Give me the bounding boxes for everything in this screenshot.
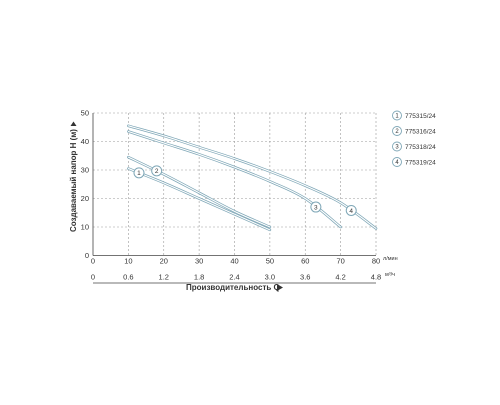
legend-marker <box>392 110 402 121</box>
secondary-tick-label: 0 <box>91 273 95 282</box>
series-line-core-3 <box>127 130 342 228</box>
x-tick-label: 20 <box>160 257 168 266</box>
series <box>127 124 378 232</box>
x-tick-label: 50 <box>266 257 274 266</box>
series-marker-circle <box>151 165 163 177</box>
secondary-tick-label: 3.0 <box>265 273 275 282</box>
legend-item: 4 775319/24 <box>392 157 436 167</box>
legend-label: 775318/24 <box>405 144 436 151</box>
legend-label: 775316/24 <box>405 128 436 135</box>
y-tick-labels: 0 10 20 30 40 50 <box>81 109 89 261</box>
secondary-tick-label: 4.2 <box>335 273 345 282</box>
legend-marker-label: 1 <box>395 114 399 120</box>
x-tick-label: 10 <box>124 257 132 266</box>
series-marker-label: 1 <box>137 170 141 177</box>
secondary-tick-labels: 0 0.6 1.2 1.8 2.4 3.0 3.6 4.2 4.8 <box>91 273 381 282</box>
series-marker-4: 4 <box>345 204 357 216</box>
x-unit-secondary: м³/ч <box>385 272 395 278</box>
secondary-tick-label: 3.6 <box>300 273 310 282</box>
legend: 1 775315/24 2 775316/24 3 775318/24 4 775319/24 <box>392 110 436 167</box>
y-tick-label: 30 <box>81 166 89 175</box>
secondary-tick-label: 1.8 <box>194 273 204 282</box>
legend-marker <box>392 141 402 152</box>
legend-label: 775319/24 <box>405 159 436 166</box>
secondary-tick-label: 0.6 <box>123 273 133 282</box>
secondary-tick-label: 2.4 <box>229 273 239 282</box>
series-line-core-4 <box>127 125 377 229</box>
legend-marker-label: 4 <box>395 160 399 166</box>
series-marker-circle <box>310 201 322 213</box>
x-unit-primary: л/мин <box>383 256 398 262</box>
legend-marker <box>392 126 402 136</box>
legend-item: 2 775316/24 <box>392 126 436 136</box>
y-tick-label: 0 <box>85 251 89 260</box>
series-marker-2: 2 <box>151 165 163 177</box>
secondary-tick-label: 1.2 <box>159 273 169 282</box>
x-tick-label: 30 <box>195 257 203 266</box>
series-marker-circle <box>133 167 145 179</box>
axes <box>92 113 376 284</box>
series-marker-3: 3 <box>310 201 322 213</box>
legend-item: 3 775318/24 <box>392 141 436 152</box>
y-tick-label: 20 <box>81 194 89 203</box>
x-tick-label: 60 <box>301 257 309 266</box>
series-marker-1: 1 <box>133 167 145 179</box>
legend-marker-label: 2 <box>395 129 399 135</box>
x-tick-label: 40 <box>230 257 238 266</box>
x-tick-label: 70 <box>336 257 344 266</box>
series-marker-label: 3 <box>314 204 318 211</box>
grid <box>93 112 377 256</box>
series-marker-label: 2 <box>155 168 159 175</box>
y-axis-arrow-icon <box>70 121 77 126</box>
secondary-tick-label: 4.8 <box>371 273 381 282</box>
legend-marker <box>392 157 402 167</box>
x-tick-label: 0 <box>91 257 95 266</box>
x-tick-label: 80 <box>372 257 380 266</box>
y-tick-label: 40 <box>81 137 89 146</box>
legend-label: 775315/24 <box>405 113 436 120</box>
series-marker-circle <box>345 204 357 216</box>
series-marker-label: 4 <box>349 208 353 215</box>
legend-item: 1 775315/24 <box>392 110 436 121</box>
y-tick-label: 10 <box>81 223 89 232</box>
x-axis-arrow-icon <box>277 284 283 291</box>
x-tick-labels: 0 10 20 30 40 50 60 70 80 <box>91 257 380 266</box>
y-axis-label: Создаваемый напор H (м) <box>69 129 78 232</box>
y-tick-label: 50 <box>81 109 89 118</box>
legend-marker-label: 3 <box>395 145 399 151</box>
x-axis-label: Производительность Q <box>186 283 280 292</box>
series-markers: 1 2 3 4 <box>133 165 357 216</box>
series-line-core-1 <box>127 168 271 231</box>
